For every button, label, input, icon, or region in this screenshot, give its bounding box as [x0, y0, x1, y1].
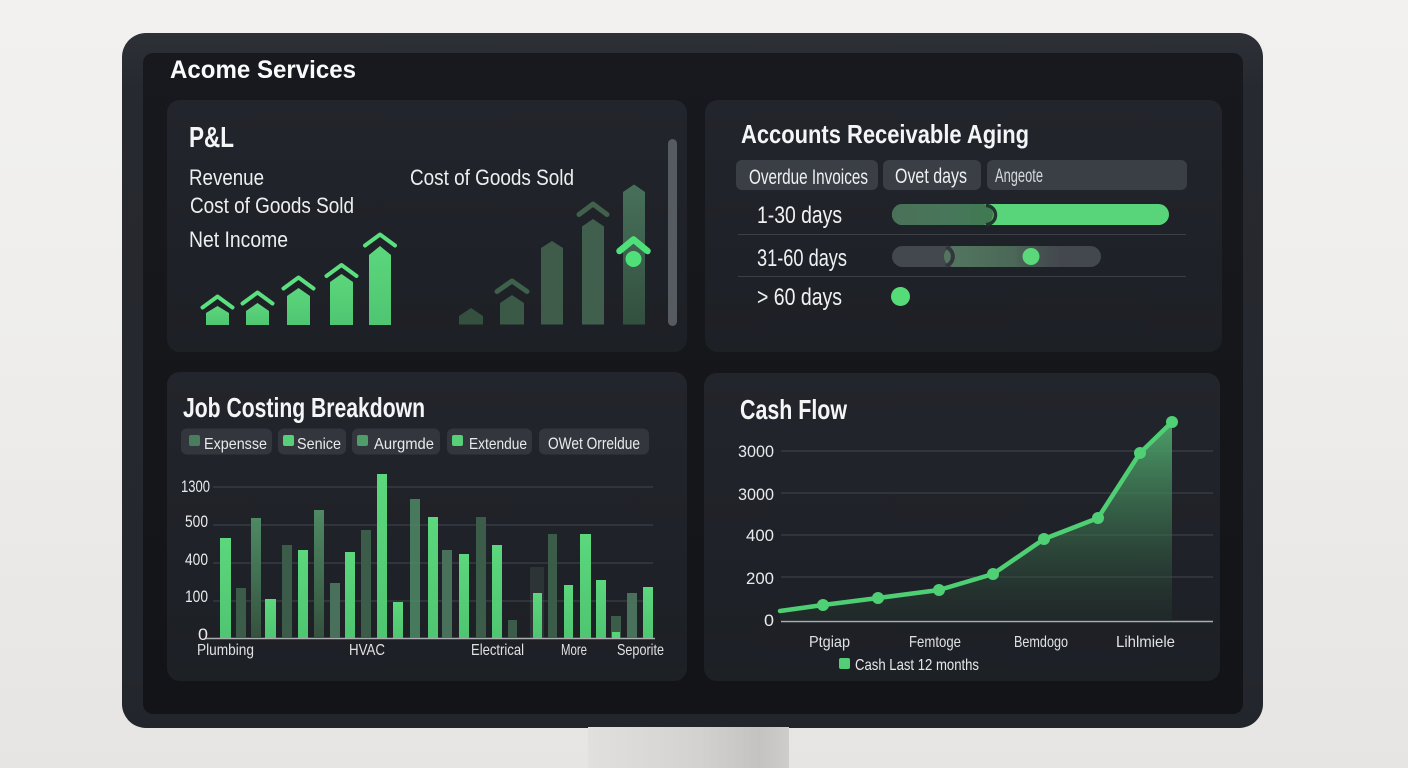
svg-text:Cost of Goods Sold: Cost of Goods Sold [410, 165, 574, 190]
svg-text:OWet Orreldue: OWet Orreldue [548, 434, 640, 453]
svg-text:Accounts Receivable Aging: Accounts Receivable Aging [741, 119, 1029, 149]
svg-text:P&L: P&L [189, 122, 234, 154]
svg-text:Electrical: Electrical [471, 642, 524, 659]
svg-text:200: 200 [746, 569, 774, 588]
svg-text:400: 400 [185, 550, 208, 569]
svg-text:1300: 1300 [181, 477, 210, 496]
svg-text:Seporite: Seporite [617, 642, 664, 659]
svg-text:Plumbing: Plumbing [197, 642, 254, 659]
svg-text:400: 400 [746, 526, 774, 545]
svg-text:> 60 days: > 60 days [757, 284, 842, 311]
svg-text:HVAC: HVAC [349, 642, 385, 659]
svg-text:Femtoge: Femtoge [909, 634, 961, 651]
svg-text:Net Income: Net Income [189, 227, 288, 252]
svg-text:More: More [561, 642, 587, 659]
svg-text:Lihlmiele: Lihlmiele [1116, 634, 1175, 651]
svg-text:Extendue: Extendue [469, 436, 527, 453]
svg-text:Cash Last 12 months: Cash Last 12 months [855, 657, 979, 674]
svg-text:Bemdogo: Bemdogo [1014, 634, 1068, 651]
svg-text:Job Costing Breakdown: Job Costing Breakdown [183, 392, 425, 423]
svg-text:Cost of Goods Sold: Cost of Goods Sold [190, 193, 354, 218]
svg-text:Ovet days: Ovet days [895, 165, 967, 188]
svg-text:1-30 days: 1-30 days [757, 202, 842, 229]
svg-text:Cash Flow: Cash Flow [740, 394, 847, 425]
svg-text:Senice: Senice [297, 436, 341, 453]
svg-text:31-60 days: 31-60 days [757, 245, 847, 272]
svg-text:Expensse: Expensse [204, 436, 267, 453]
svg-text:Overdue Invoices: Overdue Invoices [749, 166, 868, 189]
svg-text:Aurgmde: Aurgmde [374, 436, 434, 453]
svg-text:Angeote: Angeote [995, 166, 1043, 187]
svg-text:3000: 3000 [738, 442, 774, 461]
svg-text:Acome Services: Acome Services [170, 56, 356, 84]
svg-text:500: 500 [185, 512, 208, 531]
svg-text:3000: 3000 [738, 485, 774, 504]
svg-text:Revenue: Revenue [189, 165, 264, 190]
svg-text:0: 0 [198, 625, 208, 644]
svg-text:0: 0 [764, 611, 774, 630]
svg-text:100: 100 [185, 587, 208, 606]
svg-text:Ptgiap: Ptgiap [809, 634, 850, 651]
